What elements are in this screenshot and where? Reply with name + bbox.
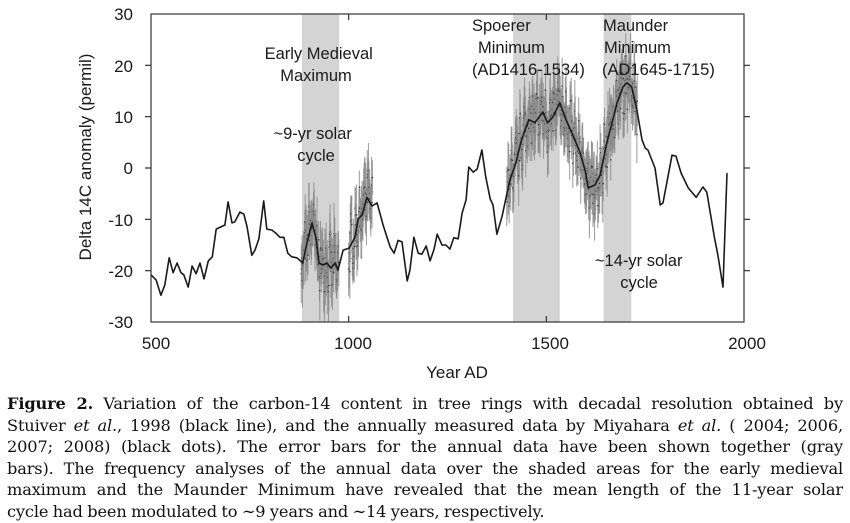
data-point xyxy=(508,205,510,207)
data-point xyxy=(536,96,539,99)
y-axis-title: Delta 14C anomaly (permil) xyxy=(76,54,95,261)
annotation-spoerer-minimum: Spoerer Minimum (AD1416-1534) xyxy=(472,17,585,79)
data-point xyxy=(349,270,351,273)
caption-line: Stuiver et al., 1998 (black line), and t… xyxy=(7,415,843,437)
caption-text: 2007; 2008) (black dots). The error bars… xyxy=(7,437,843,457)
annotation-early-medieval: Early Medieval Maximum xyxy=(265,45,378,85)
data-point xyxy=(507,168,510,171)
x-tick-label: 1500 xyxy=(531,334,569,353)
x-axis-title: Year AD xyxy=(426,363,488,382)
shaded-regions xyxy=(302,14,632,322)
data-point xyxy=(371,201,373,204)
data-point xyxy=(623,112,626,115)
caption-line: maximum and the Maunder Minimum have rev… xyxy=(7,479,843,501)
data-point xyxy=(552,130,554,132)
caption-text: , 1998 (black line), and the annually me… xyxy=(117,415,678,435)
data-point xyxy=(506,201,508,203)
data-point xyxy=(355,214,358,216)
y-tick-label: 10 xyxy=(114,108,133,127)
caption-text: Variation of the carbon-14 content in tr… xyxy=(103,394,844,413)
data-point xyxy=(366,201,369,203)
caption-line: Figure 2. Variation of the carbon-14 con… xyxy=(7,393,843,415)
data-point xyxy=(518,159,521,162)
axis-ticks xyxy=(145,14,750,322)
data-point xyxy=(328,284,330,287)
y-tick-label: 30 xyxy=(114,5,133,24)
data-point xyxy=(636,133,638,136)
caption-line: 2007; 2008) (black dots). The error bars… xyxy=(7,436,843,458)
data-point xyxy=(317,239,320,241)
data-point xyxy=(602,182,605,185)
data-point xyxy=(606,166,609,168)
data-point xyxy=(319,289,321,292)
caption-label: Figure 2. xyxy=(7,394,94,413)
data-point xyxy=(577,166,579,168)
x-tick-label: 1000 xyxy=(334,334,372,353)
data-point xyxy=(613,136,616,139)
figure-caption: Figure 2. Variation of the carbon-14 con… xyxy=(7,393,843,523)
data-point xyxy=(630,67,632,69)
y-tick-label: -10 xyxy=(108,211,133,230)
data-point xyxy=(511,159,514,162)
annotation-9yr-cycle: ~9-yr solar cycle xyxy=(274,125,357,165)
caption-line: bars). The frequency analyses of the ann… xyxy=(7,458,843,480)
shaded-region xyxy=(513,14,560,322)
data-point xyxy=(609,159,612,161)
annotation-maunder-minimum: Maunder Minimum (AD1645-1715) xyxy=(602,17,715,79)
data-point xyxy=(619,107,622,110)
data-point xyxy=(626,108,629,111)
data-point xyxy=(519,112,522,115)
y-tick-label: -30 xyxy=(108,313,133,332)
annotation-14yr-cycle: ~14-yr solar cycle xyxy=(595,252,687,292)
data-point xyxy=(320,247,322,249)
chart: 30 20 10 0 -10 -20 -30 500 1000 1500 200… xyxy=(76,5,766,382)
caption-line: cycle had been modulated to ∼9 years and… xyxy=(7,501,843,523)
x-tick-label: 500 xyxy=(142,334,170,353)
caption-text: Stuiver xyxy=(7,415,74,435)
data-point xyxy=(358,186,361,188)
y-tick-label: 20 xyxy=(114,57,133,76)
data-point xyxy=(371,176,374,179)
y-tick-label: 0 xyxy=(124,159,133,178)
caption-text: cycle had been modulated to ∼9 years and… xyxy=(7,501,545,521)
data-point xyxy=(353,245,356,248)
data-point xyxy=(622,77,625,80)
caption-text: maximum and the Maunder Minimum have rev… xyxy=(7,480,843,500)
data-point xyxy=(544,89,547,91)
data-point xyxy=(577,120,580,122)
caption-italic: et al. xyxy=(677,415,722,435)
data-point xyxy=(568,150,571,153)
caption-italic: et al. xyxy=(73,415,118,435)
data-point xyxy=(636,100,639,102)
x-tick-label: 2000 xyxy=(728,334,766,353)
data-point xyxy=(603,123,606,125)
data-point xyxy=(351,223,353,226)
caption-text: bars). The frequency analyses of the ann… xyxy=(7,458,843,478)
caption-text: ( 2004; 2006, xyxy=(721,415,843,435)
y-tick-label: -20 xyxy=(108,262,133,281)
decadal-line xyxy=(150,82,728,297)
